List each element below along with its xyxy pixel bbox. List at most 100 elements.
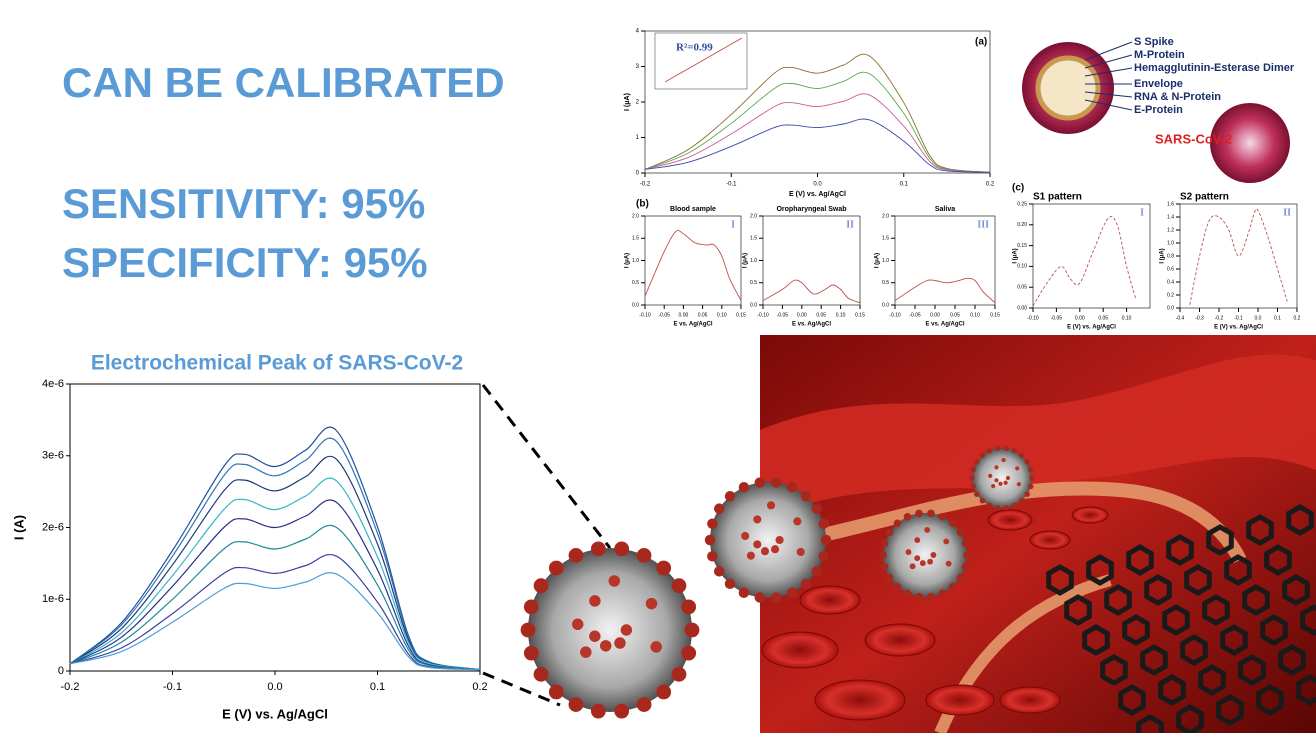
series-line (69, 437, 481, 671)
virus-spike (684, 622, 700, 638)
virus-spike (713, 566, 725, 577)
virus-spike (760, 547, 770, 556)
x-tick-label: -0.1 (163, 681, 182, 693)
virus-spike (885, 573, 894, 582)
x-tick-label: 0.00 (1075, 315, 1085, 321)
x-tick-label: 0.1 (370, 681, 385, 693)
virus-title: SARS-CoV-2 (1155, 131, 1232, 146)
chart-title: Blood sample (670, 206, 716, 213)
virus-spike (681, 599, 697, 615)
series-line (644, 93, 991, 173)
graphene-hexagon (1118, 684, 1146, 716)
graphene-hexagon (1162, 604, 1190, 636)
y-tick-label: 4e-6 (42, 378, 64, 390)
series-line (69, 455, 481, 671)
virus-spike (1003, 504, 1009, 511)
virus-spike (979, 497, 986, 504)
graphene-hexagon (1278, 644, 1306, 676)
x-tick-label: 0.00 (930, 312, 940, 318)
virus-spike (811, 566, 823, 577)
virus-spike (614, 703, 630, 719)
virus-spike (796, 547, 805, 557)
virus-spike (1016, 482, 1022, 487)
y-tick-label: 0.5 (750, 280, 757, 286)
series-line (1032, 216, 1137, 307)
y-tick-label: 0.0 (882, 302, 889, 308)
y-tick-label: 1e-6 (42, 593, 64, 605)
x-axis-label: E (V) vs. Ag/AgCl (1067, 325, 1116, 331)
graphene-hexagon (1216, 694, 1244, 726)
x-tick-label: 0.10 (836, 312, 846, 318)
virus-spike (880, 539, 889, 547)
y-tick-label: 0.2 (1167, 292, 1174, 298)
virus-spike (1029, 475, 1035, 481)
virus-spike (948, 519, 957, 528)
virus-spike (786, 482, 798, 493)
virus-spike (614, 541, 630, 557)
red-blood-cell (814, 679, 906, 721)
virus-spike (956, 573, 965, 582)
headline-text: SPECIFICITY: 95% (62, 239, 428, 286)
headline-text: CAN BE CALIBRATED (62, 59, 505, 106)
virus-spike (988, 473, 993, 479)
virus-spike (927, 558, 934, 565)
y-axis-label: I (μA) (1160, 248, 1166, 263)
virus-spike (754, 592, 765, 603)
graphene-hexagon (1158, 674, 1186, 706)
chart: 0.0 0.5 1.0 1.5 2.0 -0.10 -0.05 0.00 0.05 0.10 0.1… (743, 206, 866, 328)
graphene-hexagon (1286, 504, 1314, 536)
virus-label: Hemagglutinin-Esterase Dimer (1134, 62, 1295, 74)
x-tick-label: -0.10 (639, 312, 651, 318)
y-tick-label: 0.05 (1017, 285, 1027, 291)
graphene-hexagon (1260, 614, 1288, 646)
virus-spike (523, 645, 539, 661)
virus-spike (580, 646, 592, 658)
virus-spike (914, 537, 921, 544)
virus-spike (771, 592, 782, 603)
virus-spike (656, 560, 672, 576)
y-tick-label: 2.0 (632, 213, 639, 219)
virus-spike (994, 465, 999, 470)
virus-spike (986, 448, 993, 454)
virus-spike (793, 517, 802, 526)
x-tick-label: 0.00 (797, 312, 807, 318)
virus-spike (915, 592, 923, 601)
annotation: R²=0.99 (676, 42, 713, 54)
x-tick-label: 0.15 (736, 312, 746, 318)
label-arrow (1084, 91, 1133, 98)
virus (972, 448, 1032, 508)
virus-spike (969, 475, 975, 481)
graphene-hexagon (1300, 604, 1316, 636)
virus-core (1035, 55, 1101, 121)
virus (883, 513, 967, 597)
virus-spike (741, 531, 750, 541)
virus-spike (738, 482, 750, 493)
x-tick-label: -0.4 (1176, 315, 1185, 321)
virus-label: E-Protein (1134, 104, 1183, 116)
virus-spike (811, 503, 823, 514)
virus (710, 482, 826, 598)
virus-spike (656, 684, 672, 700)
annotation: III (977, 219, 989, 230)
y-tick-label: 2.0 (882, 213, 889, 219)
virus-spike (568, 697, 584, 712)
virus-spike (713, 503, 725, 514)
virus-label: M-Protein (1134, 49, 1185, 61)
x-tick-label: 0.15 (990, 312, 1000, 318)
graphene-hexagon (1224, 554, 1252, 586)
label-arrow (1084, 54, 1133, 69)
virus-spike (903, 513, 912, 521)
virus-spike (998, 481, 1003, 486)
x-tick-label: -0.05 (1051, 315, 1063, 321)
virus-spike (636, 697, 652, 712)
series-line (644, 118, 991, 173)
series-line (1189, 208, 1288, 305)
virus-spike (995, 445, 1001, 452)
virus-body (1210, 103, 1290, 183)
red-blood-cell (1029, 530, 1071, 550)
y-axis-label: I (μA) (743, 253, 749, 268)
virus-spike (880, 563, 889, 571)
virus-spike (1011, 502, 1018, 508)
x-tick-label: -0.05 (777, 312, 789, 318)
